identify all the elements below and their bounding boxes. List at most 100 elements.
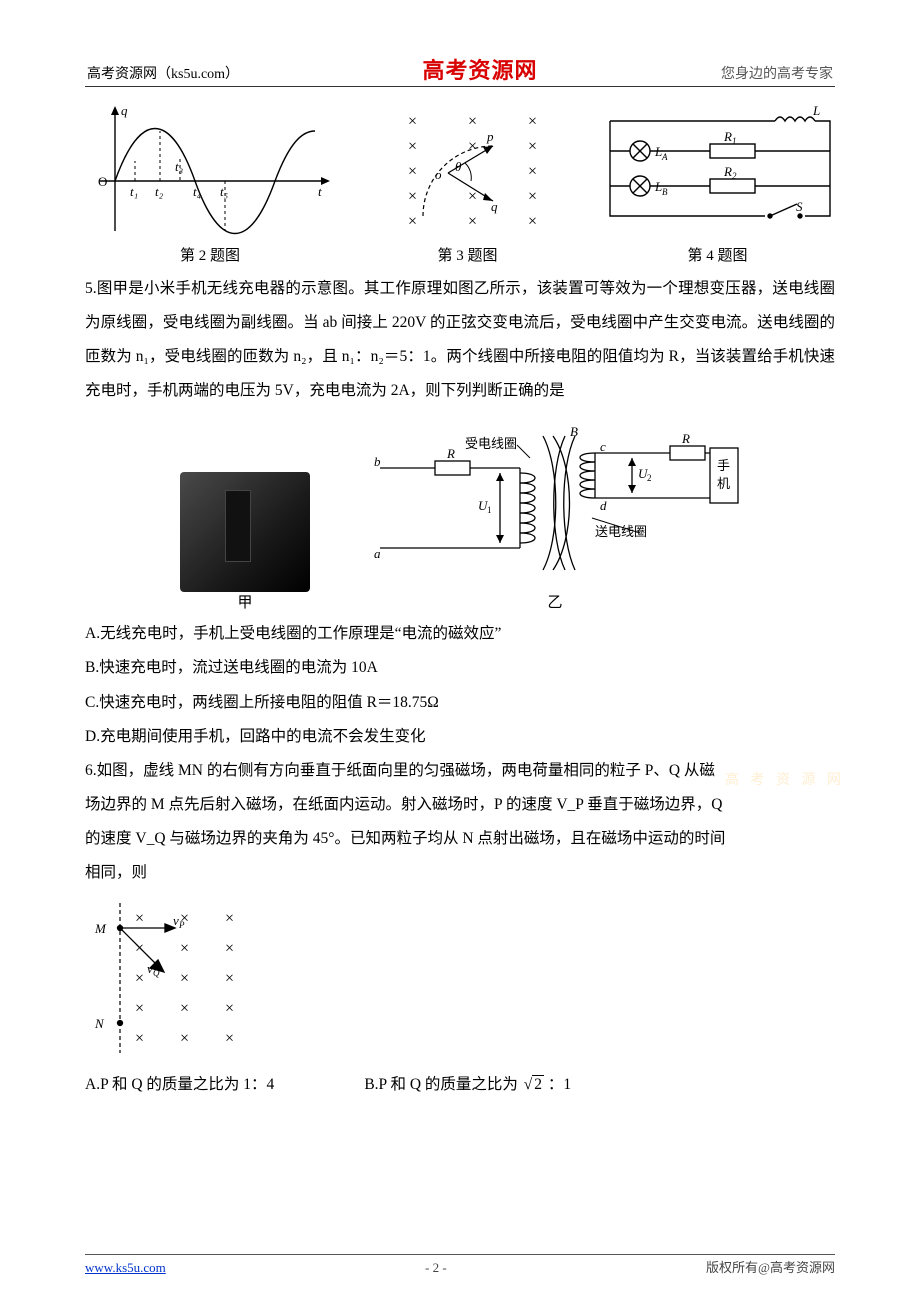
q2-graph: q t O t₁ t₂ t₃ t₄ t₅ bbox=[85, 101, 335, 241]
q5-fig-left-wrap: 甲 bbox=[180, 472, 310, 611]
svg-text:×: × bbox=[528, 138, 537, 155]
header-right: 您身边的高考专家 bbox=[721, 68, 833, 82]
q5-R-left: R bbox=[446, 446, 455, 461]
svg-text:P: P bbox=[178, 920, 185, 930]
q4-R2: R bbox=[723, 164, 732, 179]
q4-S: S bbox=[796, 199, 803, 214]
svg-text:O: O bbox=[98, 174, 107, 189]
q5-intro: 5.图甲是小米手机无线充电器的示意图。其工作原理如图乙所示，该装置可等效为一个理… bbox=[85, 272, 835, 408]
q5-caption-left: 甲 bbox=[180, 596, 310, 611]
svg-text:×: × bbox=[225, 910, 234, 927]
q2-t5: t₅ bbox=[220, 184, 228, 199]
q2-ylabel: q bbox=[121, 103, 128, 118]
q5-a: a bbox=[374, 546, 381, 561]
footer-right: 版权所有@高考资源网 bbox=[706, 1261, 835, 1274]
figure-3: ××× ××× ×× ××× ××× o bbox=[373, 101, 563, 264]
footer-center: - 2 - bbox=[425, 1261, 447, 1274]
svg-text:×: × bbox=[468, 138, 477, 155]
svg-text:×: × bbox=[408, 163, 417, 180]
q5-caption-right: 乙 bbox=[370, 596, 740, 611]
q6-options-row: A.P 和 Q 的质量之比为 1：4 B.P 和 Q 的质量之比为 2 ：1 bbox=[85, 1068, 835, 1102]
svg-text:×: × bbox=[225, 1000, 234, 1017]
q4-circuit: LA LB R1 R2 L S bbox=[600, 101, 835, 241]
q2-t2: t₂ bbox=[155, 184, 164, 199]
q6-block: 高 考 资 源 网 6.如图，虚线 MN 的右侧有方向垂直于纸面向里的匀强磁场，… bbox=[85, 754, 835, 890]
header-left: 高考资源网（ks5u.com） bbox=[87, 68, 239, 82]
q6-intro-2: 场边界的 M 点先后射入磁场，在纸面内运动。射入磁场时，P 的速度 V_P 垂直… bbox=[85, 788, 835, 822]
q2-t4: t₄ bbox=[193, 184, 202, 199]
sqrt-icon: 2 bbox=[522, 1068, 544, 1102]
svg-text:L: L bbox=[654, 179, 662, 194]
q2-t3: t₃ bbox=[175, 159, 183, 174]
svg-text:×: × bbox=[225, 1030, 234, 1047]
svg-text:×: × bbox=[468, 113, 477, 130]
q6-opt-B: B.P 和 Q 的质量之比为 2 ：1 bbox=[364, 1068, 571, 1102]
q5-recv-label: 受电线圈 bbox=[465, 436, 517, 451]
svg-text:×: × bbox=[135, 1030, 144, 1047]
svg-text:×: × bbox=[528, 113, 537, 130]
svg-text:B: B bbox=[662, 187, 668, 197]
svg-text:1: 1 bbox=[732, 136, 737, 146]
svg-text:机: 机 bbox=[717, 476, 730, 491]
svg-text:×: × bbox=[528, 163, 537, 180]
svg-text:×: × bbox=[135, 940, 144, 957]
watermark: 高 考 资 源 网 bbox=[725, 774, 845, 788]
q4-L: L bbox=[812, 103, 820, 118]
svg-text:×: × bbox=[468, 213, 477, 230]
q5-fig-right-wrap: b a R U1 B c d U2 R 手 机 受电线圈 送电线圈 bbox=[370, 418, 740, 611]
svg-text:Q: Q bbox=[153, 968, 160, 978]
svg-text:1: 1 bbox=[487, 505, 492, 515]
footer-left: www.ks5u.com bbox=[85, 1261, 166, 1274]
q5-b: b bbox=[374, 454, 381, 469]
svg-text:×: × bbox=[408, 113, 417, 130]
q3-theta: θ bbox=[455, 159, 462, 174]
caption-4: 第 4 题图 bbox=[600, 249, 835, 264]
svg-text:×: × bbox=[135, 970, 144, 987]
q5-send-label: 送电线圈 bbox=[595, 524, 647, 539]
svg-text:×: × bbox=[180, 1000, 189, 1017]
q5-figure-row: 甲 bbox=[85, 418, 835, 611]
svg-text:×: × bbox=[135, 910, 144, 927]
header-center: 高考资源网 bbox=[423, 60, 538, 82]
svg-text:手: 手 bbox=[717, 458, 730, 473]
svg-text:×: × bbox=[528, 188, 537, 205]
q6-opt-B-suffix: ：1 bbox=[548, 1076, 571, 1093]
q5-transformer-diagram: b a R U1 B c d U2 R 手 机 受电线圈 送电线圈 bbox=[370, 418, 740, 588]
q5-R-right: R bbox=[681, 431, 690, 446]
svg-text:×: × bbox=[180, 970, 189, 987]
q6-diagram: ××× ××× ××× ××× ××× M N vP vQ bbox=[85, 898, 255, 1058]
svg-text:A: A bbox=[661, 152, 668, 162]
q2-xlabel: t bbox=[318, 184, 322, 199]
q5-opt-A: A.无线充电时，手机上受电线圈的工作原理是“电流的磁效应” bbox=[85, 617, 835, 651]
caption-3: 第 3 题图 bbox=[373, 249, 563, 264]
q5-opt-D: D.充电期间使用手机，回路中的电流不会发生变化 bbox=[85, 720, 835, 754]
q6-opt-B-prefix: B.P 和 Q 的质量之比为 bbox=[364, 1076, 518, 1093]
page: 高考资源网（ks5u.com） 高考资源网 您身边的高考专家 bbox=[0, 0, 920, 1302]
q5-opt-C: C.快速充电时，两线圈上所接电阻的阻值 R＝18.75Ω bbox=[85, 686, 835, 720]
q6-figure: ××× ××× ××× ××× ××× M N vP vQ bbox=[85, 898, 835, 1062]
q3-o: o bbox=[435, 167, 442, 182]
q5-B: B bbox=[570, 424, 578, 439]
q2-t1: t₁ bbox=[130, 184, 138, 199]
q6-intro-1: 6.如图，虚线 MN 的右侧有方向垂直于纸面向里的匀强磁场，两电荷量相同的粒子 … bbox=[85, 754, 835, 788]
svg-text:×: × bbox=[225, 970, 234, 987]
q5-photo-placeholder bbox=[180, 472, 310, 592]
q6-opt-A: A.P 和 Q 的质量之比为 1：4 bbox=[85, 1068, 274, 1102]
q5-c: c bbox=[600, 439, 606, 454]
q3-p: p bbox=[486, 129, 494, 144]
q6-intro-3: 的速度 V_Q 与磁场边界的夹角为 45°。已知两粒子均从 N 点射出磁场，且在… bbox=[85, 822, 835, 856]
header-rule bbox=[85, 86, 835, 87]
svg-text:2: 2 bbox=[647, 473, 652, 483]
q3-diagram: ××× ××× ×× ××× ××× o bbox=[373, 101, 563, 241]
figure-4: LA LB R1 R2 L S 第 4 题图 bbox=[600, 101, 835, 264]
page-header: 高考资源网（ks5u.com） 高考资源网 您身边的高考专家 bbox=[85, 60, 835, 86]
svg-text:×: × bbox=[225, 940, 234, 957]
svg-text:L: L bbox=[654, 144, 662, 159]
svg-text:×: × bbox=[408, 188, 417, 205]
figure-2: q t O t₁ t₂ t₃ t₄ t₅ 第 2 题图 bbox=[85, 101, 335, 264]
svg-text:×: × bbox=[528, 213, 537, 230]
q4-R1: R bbox=[723, 129, 732, 144]
svg-text:×: × bbox=[408, 213, 417, 230]
figure-row-234: q t O t₁ t₂ t₃ t₄ t₅ 第 2 题图 × × × × × × bbox=[85, 101, 835, 264]
q6-N: N bbox=[94, 1016, 105, 1031]
